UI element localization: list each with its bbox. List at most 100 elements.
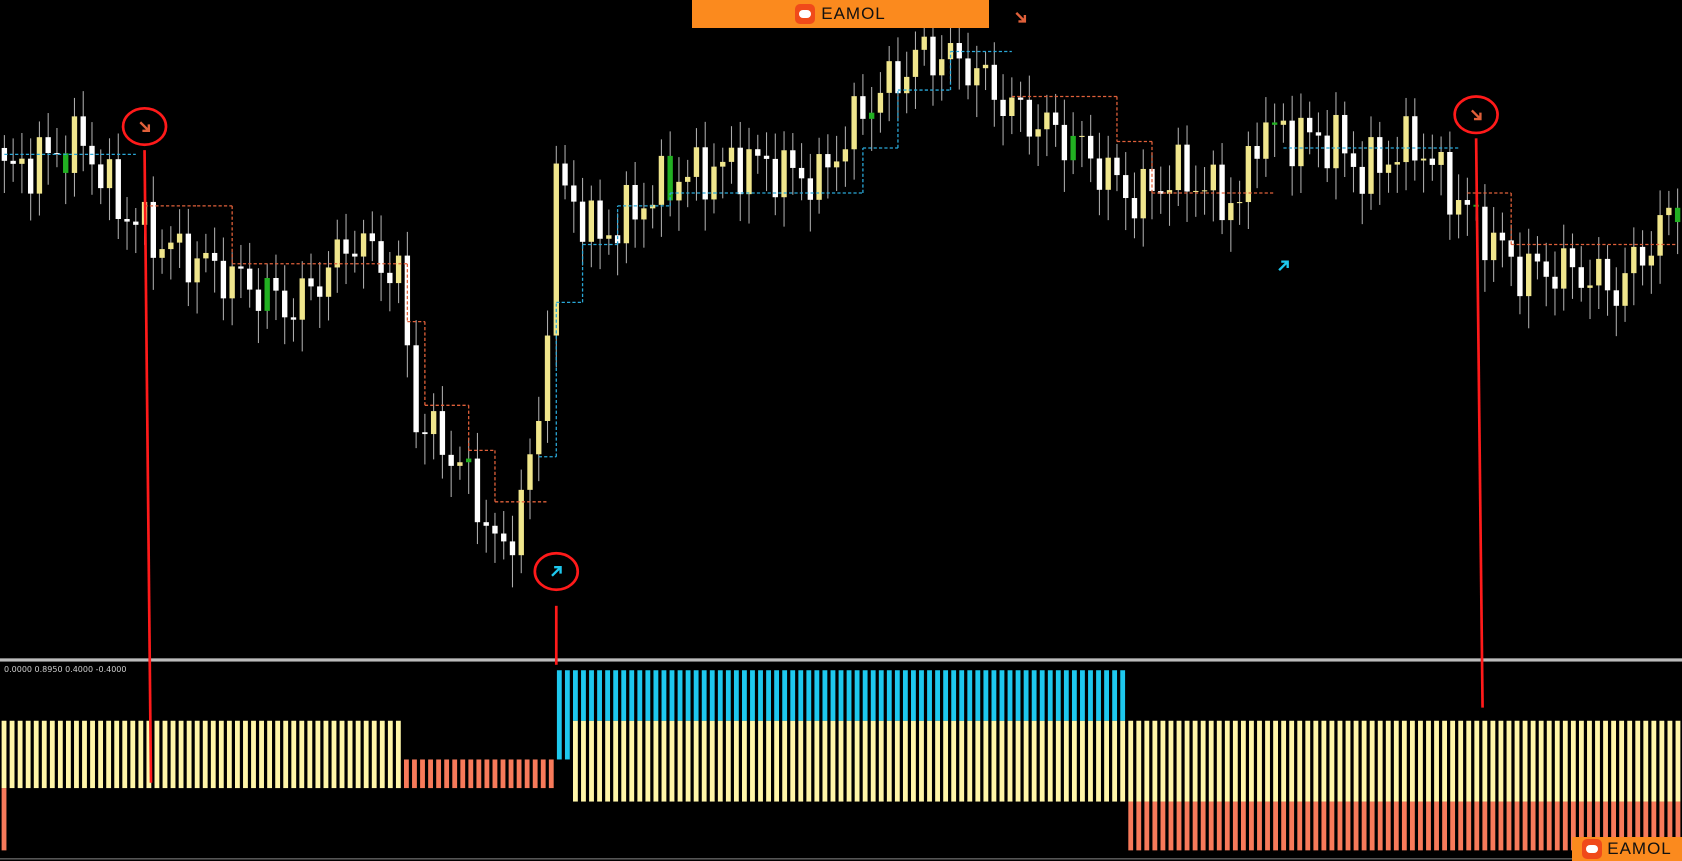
histogram-bar-yellow <box>589 720 594 802</box>
candle-body <box>728 147 735 162</box>
histogram-bar-salmon <box>1297 801 1303 851</box>
histogram-bar-yellow <box>677 720 683 802</box>
histogram-bar-yellow <box>1305 720 1311 802</box>
histogram-bar-salmon <box>1603 801 1608 851</box>
candle-body <box>886 61 892 93</box>
histogram-bar-cyan <box>1015 670 1021 721</box>
histogram-bar-yellow <box>218 720 224 789</box>
histogram-bar-yellow <box>1168 720 1174 802</box>
histogram-bar-cyan <box>637 670 643 721</box>
histogram-bar-yellow <box>1482 720 1488 802</box>
histogram-bar-yellow <box>259 720 264 789</box>
histogram-bar-yellow <box>661 720 667 802</box>
histogram-bar-yellow <box>1265 720 1270 802</box>
candle-body <box>98 164 104 189</box>
histogram-bar-cyan <box>894 670 900 721</box>
histogram-bar-salmon <box>1651 801 1657 851</box>
candle-body <box>1114 157 1120 176</box>
histogram-bar-yellow <box>911 720 916 802</box>
histogram-bar-cyan <box>677 670 683 721</box>
histogram-bar-yellow <box>74 720 79 789</box>
histogram-bar-yellow <box>1635 720 1641 802</box>
candle-body <box>185 233 192 283</box>
histogram-bar-cyan <box>878 670 884 721</box>
histogram-bar-yellow <box>1289 720 1295 802</box>
histogram-bar-yellow <box>307 720 313 789</box>
histogram-bar-yellow <box>1337 720 1343 802</box>
candle-body <box>378 241 384 273</box>
histogram-bar-yellow <box>1466 720 1472 802</box>
candle-body <box>974 68 980 86</box>
histogram-bar-yellow <box>1063 720 1069 802</box>
histogram-bar-cyan <box>1023 670 1029 721</box>
candle-body <box>562 163 568 186</box>
histogram-bar-yellow <box>57 720 63 789</box>
histogram-bar-yellow <box>49 720 55 789</box>
histogram-bar-yellow <box>991 720 997 802</box>
histogram-bar-cyan <box>911 670 916 721</box>
histogram-bar-cyan <box>790 670 796 721</box>
histogram-bar-salmon <box>1595 801 1600 851</box>
histogram-bar-yellow <box>1313 720 1319 802</box>
candle-body <box>737 147 743 195</box>
histogram-bar-salmon <box>1313 801 1319 851</box>
histogram-bar-yellow <box>275 720 281 789</box>
candles <box>1 11 1681 588</box>
histogram-bar-cyan <box>806 670 812 721</box>
candle-body <box>658 155 665 205</box>
candle-body <box>1552 276 1558 289</box>
histogram-bar-salmon <box>1442 801 1448 851</box>
histogram-bar-salmon <box>1329 801 1335 851</box>
candle-body <box>597 200 603 239</box>
candle-body <box>1061 124 1068 161</box>
brand-name: EAMOL <box>1607 839 1672 858</box>
histogram-bar-cyan <box>717 670 723 721</box>
histogram-bar-salmon <box>1530 801 1536 851</box>
histogram-bar-yellow <box>967 720 973 802</box>
candle-body <box>606 235 612 239</box>
histogram-bar-yellow <box>790 720 796 802</box>
histogram-bar-yellow <box>919 720 924 802</box>
signal-arrows <box>139 12 1482 577</box>
candle-body <box>1534 253 1541 262</box>
candle-body <box>430 411 437 435</box>
histogram-bar-yellow <box>862 720 868 802</box>
histogram-bar-yellow <box>854 720 860 802</box>
histogram-bar-salmon <box>1635 801 1641 851</box>
candle-body <box>1298 117 1304 167</box>
candle-body <box>1631 246 1637 274</box>
histogram-bar-yellow <box>1514 720 1520 802</box>
candle-body <box>676 181 682 201</box>
candle-body <box>317 286 323 297</box>
histogram-bar-yellow <box>1321 720 1327 802</box>
candle-body <box>807 178 814 200</box>
histogram-bar-salmon <box>1385 801 1391 851</box>
histogram-bar-yellow <box>1353 720 1359 802</box>
histogram-bar-yellow <box>669 720 675 802</box>
histogram-bar-yellow <box>1240 720 1246 802</box>
candle-body <box>860 96 866 119</box>
candle-body <box>1035 129 1041 137</box>
histogram-bar-salmon <box>1458 801 1464 851</box>
histogram-bar-cyan <box>886 670 892 721</box>
candle-body <box>1000 99 1006 117</box>
histogram-bar-salmon <box>1281 801 1287 851</box>
histogram-bar-salmon <box>1232 801 1238 851</box>
candle-body <box>965 58 971 86</box>
candle-body <box>685 176 691 182</box>
candle-body <box>10 160 16 164</box>
pane-separator[interactable] <box>0 658 1682 662</box>
candle-body <box>1587 285 1593 288</box>
histogram-bar-cyan <box>1096 670 1101 721</box>
histogram-bar-yellow <box>846 720 852 802</box>
histogram-bar-cyan <box>693 670 699 721</box>
candle-body <box>1674 207 1681 223</box>
histogram-bar-cyan <box>838 670 844 721</box>
histogram-bar-salmon <box>1562 801 1568 851</box>
candle-body <box>772 158 778 198</box>
histogram-bar-salmon <box>1538 801 1544 851</box>
histogram-bar-salmon <box>1578 801 1584 851</box>
histogram-bar-yellow <box>1506 720 1512 802</box>
candle-body <box>1569 248 1576 268</box>
histogram-bar-yellow <box>1160 720 1166 802</box>
